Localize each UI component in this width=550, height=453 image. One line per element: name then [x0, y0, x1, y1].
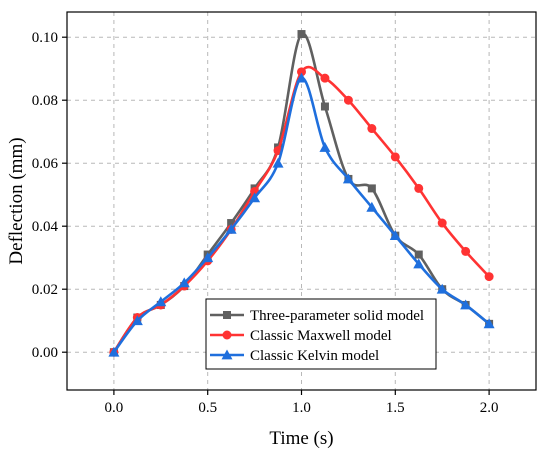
legend-marker-kelvin	[221, 349, 233, 360]
data-point-maxwell	[484, 272, 494, 282]
y-axis-label: Deflection (mm)	[6, 137, 27, 264]
legend-box	[205, 298, 437, 370]
data-point-three-parameter	[227, 219, 236, 228]
data-point-maxwell	[461, 246, 471, 256]
data-point-kelvin	[225, 223, 237, 234]
y-tick-label: 0.04	[32, 219, 59, 235]
data-point-kelvin	[249, 192, 261, 203]
data-point-maxwell	[367, 124, 377, 134]
y-tick-label: 0.02	[32, 282, 58, 298]
data-point-kelvin	[413, 258, 425, 269]
data-point-kelvin	[296, 72, 307, 83]
y-tick-label: 0.00	[32, 345, 58, 361]
legend-label-three-parameter: Three-parameter solid model	[250, 308, 424, 324]
data-point-kelvin	[155, 296, 167, 307]
data-point-kelvin	[342, 173, 354, 184]
legend-label-maxwell: Classic Maxwell model	[250, 328, 392, 344]
data-point-maxwell	[320, 73, 330, 83]
series-kelvin	[108, 72, 495, 357]
x-tick-label: 0.0	[105, 400, 124, 416]
y-tick-label: 0.06	[32, 156, 59, 172]
data-point-kelvin	[436, 283, 448, 294]
data-point-maxwell	[343, 95, 353, 105]
legend-label-kelvin: Classic Kelvin model	[250, 348, 379, 364]
x-tick-label: 2.0	[480, 400, 499, 416]
legend-marker-three-parameter	[223, 311, 231, 319]
series-group	[108, 30, 495, 357]
data-point-kelvin	[389, 230, 401, 241]
data-point-kelvin	[272, 157, 284, 168]
data-point-maxwell	[437, 218, 447, 228]
x-tick-label: 1.5	[386, 400, 405, 416]
data-point-kelvin	[108, 346, 120, 357]
data-point-kelvin	[131, 315, 143, 326]
data-point-maxwell	[390, 152, 400, 162]
data-point-kelvin	[319, 141, 331, 152]
legend: Three-parameter solid model Classic Maxw…	[205, 298, 437, 370]
axis-ticks: 0.0 0.5 1.0 1.5 2.0 0.00 0.02 0.04 0.06 0.08 0.10	[32, 30, 499, 416]
y-tick-label: 0.10	[32, 30, 58, 46]
data-point-kelvin	[483, 318, 495, 329]
x-tick-label: 0.5	[198, 400, 217, 416]
y-tick-label: 0.08	[32, 93, 58, 109]
data-point-three-parameter	[320, 102, 329, 111]
data-point-maxwell	[414, 183, 424, 193]
legend-marker-maxwell	[222, 330, 232, 340]
legend-symbol-three-parameter	[223, 311, 231, 319]
data-point-kelvin	[460, 299, 472, 310]
data-point-three-parameter	[297, 30, 306, 39]
data-point-maxwell	[297, 67, 306, 77]
legend-symbol-kelvin	[221, 349, 233, 360]
data-point-kelvin	[366, 201, 378, 212]
data-point-three-parameter	[367, 184, 376, 193]
data-point-kelvin	[178, 277, 190, 288]
data-point-three-parameter	[414, 250, 423, 259]
x-tick-label: 1.0	[292, 400, 311, 416]
data-point-kelvin	[202, 252, 214, 263]
legend-symbol-maxwell	[222, 330, 232, 340]
x-axis-label: Time (s)	[269, 428, 333, 449]
